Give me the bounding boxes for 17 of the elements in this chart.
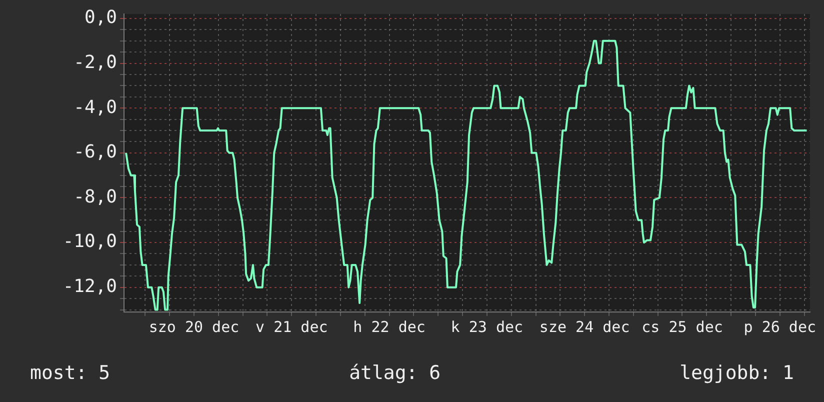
- x-tick-label: p 26 dec: [744, 318, 816, 336]
- y-tick-label: -10,0: [62, 231, 117, 252]
- y-tick-label: -12,0: [62, 276, 117, 298]
- x-tick-label: k 23 dec: [450, 318, 524, 336]
- x-tick-label: h 22 dec: [353, 318, 426, 336]
- x-tick-label: sze 24 dec: [539, 318, 630, 336]
- y-tick-label: 0,0: [84, 7, 117, 28]
- y-tick-label: -6,0: [74, 142, 117, 163]
- y-tick-label: -4,0: [74, 96, 117, 118]
- y-tick-label: -8,0: [74, 186, 117, 208]
- text: legjobb: 1: [680, 362, 794, 384]
- text: átlag: 6: [349, 362, 441, 384]
- y-tick-label: -2,0: [74, 52, 117, 73]
- x-tick-label: cs 25 dec: [642, 318, 723, 336]
- text: most: 5: [30, 362, 110, 384]
- x-tick-label: szo 20 dec: [148, 318, 240, 336]
- x-tick-label: v 21 dec: [256, 318, 328, 336]
